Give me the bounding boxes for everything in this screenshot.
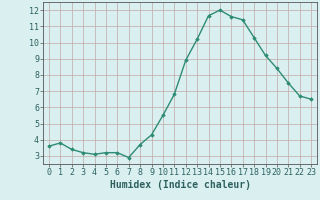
X-axis label: Humidex (Indice chaleur): Humidex (Indice chaleur) xyxy=(109,180,251,190)
